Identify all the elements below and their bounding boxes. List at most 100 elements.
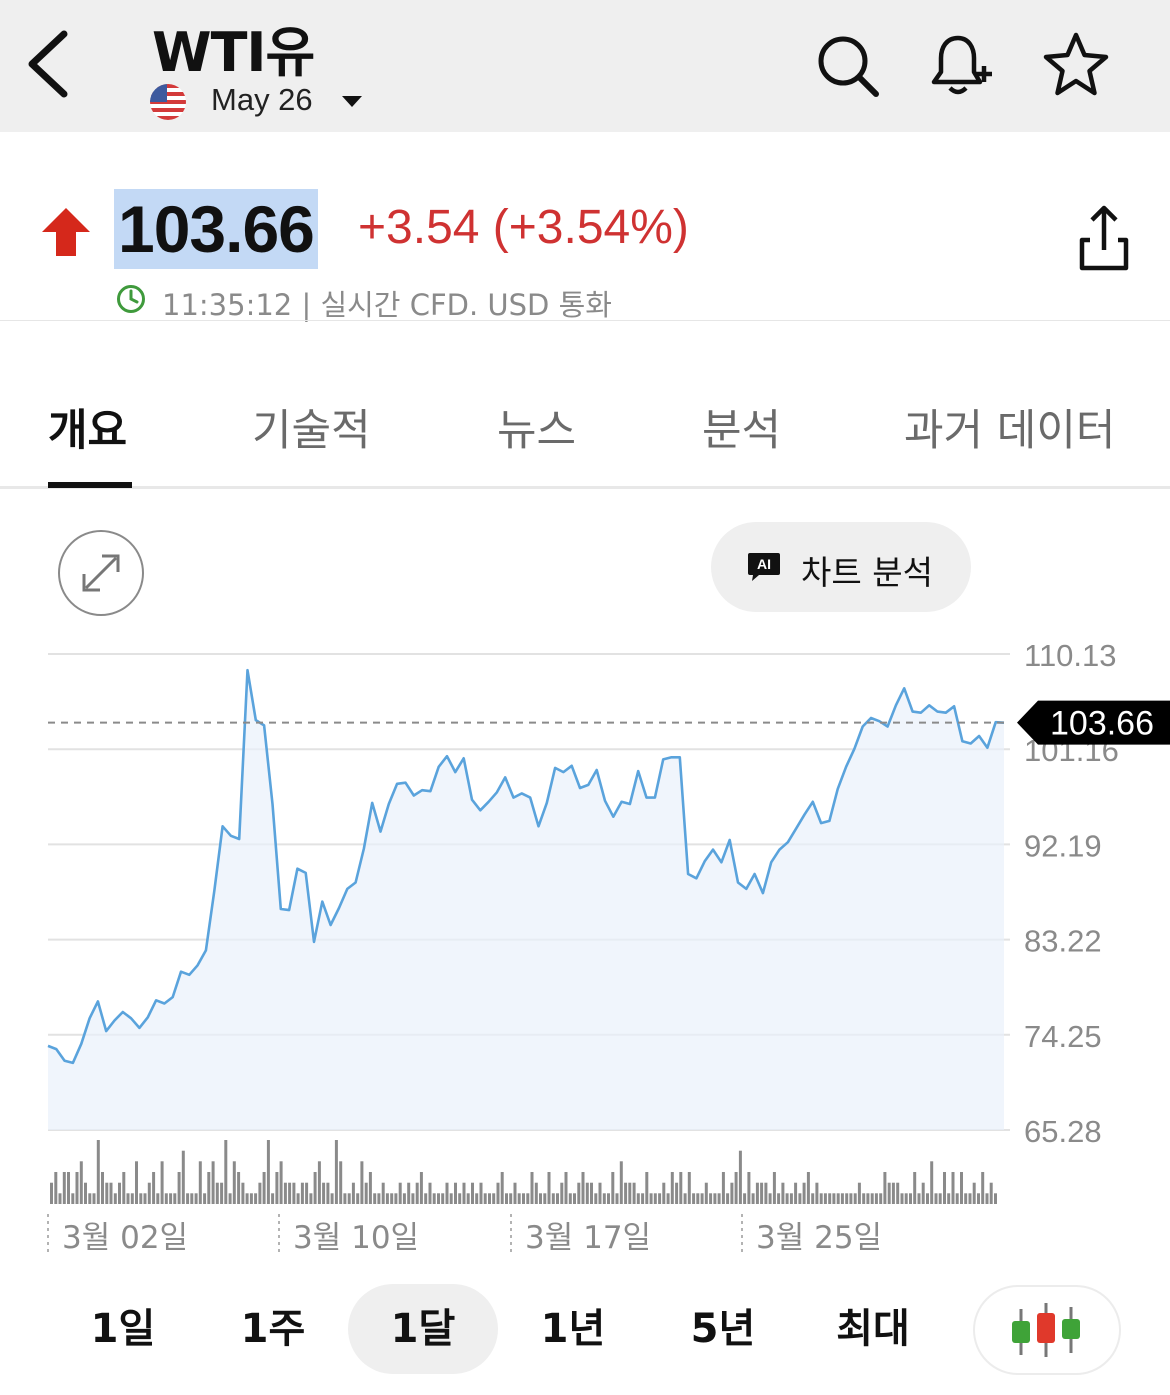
volume-bar <box>513 1182 517 1204</box>
volume-bar <box>849 1193 853 1204</box>
search-icon[interactable] <box>812 30 882 100</box>
volume-bar <box>641 1193 645 1204</box>
volume-bar <box>181 1150 185 1204</box>
volume-bar <box>624 1182 628 1204</box>
star-icon[interactable] <box>1041 30 1111 100</box>
volume-bar <box>768 1193 772 1204</box>
volume-bar <box>874 1193 878 1204</box>
ai-chart-analysis-button[interactable]: AI 차트 분석 <box>711 522 971 612</box>
volume-bar <box>551 1193 555 1204</box>
tab-technical[interactable]: 기술적 <box>252 406 371 456</box>
price-chart[interactable]: 110.13101.1692.1983.2274.2565.28103.663월… <box>0 630 1170 1270</box>
volume-bar <box>785 1193 789 1204</box>
volume-bar <box>483 1193 487 1204</box>
back-arrow-icon[interactable] <box>20 28 80 98</box>
volume-bar <box>615 1193 619 1204</box>
volume-bar <box>351 1182 355 1204</box>
volume-bar <box>228 1193 232 1204</box>
volume-bar <box>152 1172 156 1204</box>
volume-bar <box>573 1193 576 1204</box>
volume-bar <box>300 1182 304 1204</box>
active-tab-indicator <box>48 482 132 488</box>
volume-bar <box>275 1172 279 1204</box>
chart-type-button[interactable] <box>973 1285 1121 1375</box>
volume-bar <box>900 1193 904 1204</box>
volume-bar <box>951 1172 955 1204</box>
volume-bar <box>675 1182 679 1204</box>
volume-bar <box>921 1182 925 1204</box>
volume-bar <box>815 1182 819 1204</box>
volume-bar <box>466 1193 470 1204</box>
contract-selector[interactable]: May 26 <box>211 82 313 117</box>
x-tick-label: 3월 10일 <box>293 1220 419 1256</box>
volume-bar <box>283 1182 287 1204</box>
volume-bar <box>862 1193 866 1204</box>
volume-bar <box>122 1172 126 1204</box>
volume-bar <box>857 1182 861 1204</box>
timeframe-1w-button[interactable]: 1주 <box>240 1306 306 1352</box>
volume-bar <box>568 1193 572 1204</box>
timeframe-5y-button[interactable]: 5년 <box>690 1306 756 1352</box>
volume-bar <box>334 1140 338 1204</box>
volume-bar <box>789 1193 793 1204</box>
volume-bar <box>339 1161 343 1204</box>
volume-bar <box>143 1193 147 1204</box>
tab-historical-data[interactable]: 과거 데이터 <box>904 406 1116 456</box>
current-price-label: 103.66 <box>1050 705 1154 743</box>
volume-bar <box>79 1161 83 1204</box>
volume-bar <box>968 1193 972 1204</box>
volume-bar <box>249 1193 253 1204</box>
volume-bar <box>237 1172 241 1204</box>
y-tick-label: 74.25 <box>1024 1019 1102 1054</box>
volume-bar <box>777 1193 781 1204</box>
volume-bar <box>296 1193 300 1204</box>
chevron-down-icon[interactable] <box>342 96 362 107</box>
volume-bar <box>377 1193 381 1204</box>
volume-bar <box>598 1182 602 1204</box>
volume-bar <box>458 1193 462 1204</box>
tab-overview[interactable]: 개요 <box>48 406 128 456</box>
volume-bar <box>220 1182 224 1204</box>
timeframe-1m-button[interactable]: 1달 <box>348 1284 498 1374</box>
volume-bar <box>670 1172 674 1204</box>
tab-news[interactable]: 뉴스 <box>497 406 577 456</box>
volume-bar <box>398 1182 402 1204</box>
timeframe-max-button[interactable]: 최대 <box>836 1306 910 1352</box>
volume-bar <box>441 1193 445 1204</box>
volume-bar <box>930 1161 934 1204</box>
timeframe-1d-button[interactable]: 1일 <box>90 1306 156 1352</box>
volume-bar <box>891 1182 895 1204</box>
volume-bar <box>215 1182 219 1204</box>
volume-bar <box>636 1193 640 1204</box>
share-icon[interactable] <box>1074 202 1134 274</box>
volume-bar <box>794 1182 798 1204</box>
us-flag-icon <box>150 84 186 120</box>
volume-bar <box>326 1182 330 1204</box>
volume-bar <box>581 1172 585 1204</box>
volume-bar <box>347 1193 351 1204</box>
volume-bar <box>556 1193 559 1204</box>
tab-analysis[interactable]: 분석 <box>702 406 782 456</box>
volume-bar <box>186 1193 190 1204</box>
volume-bar <box>943 1172 946 1204</box>
volume-bar <box>407 1182 411 1204</box>
x-tick-label: 3월 02일 <box>62 1220 188 1256</box>
volume-bar <box>628 1182 632 1204</box>
expand-icon <box>82 554 120 592</box>
expand-chart-button[interactable] <box>58 530 144 616</box>
volume-bar <box>330 1193 334 1204</box>
timeframe-1y-button[interactable]: 1년 <box>540 1306 606 1352</box>
volume-bar <box>904 1193 908 1204</box>
volume-bar <box>662 1182 666 1204</box>
volume-bar <box>373 1193 377 1204</box>
volume-bar <box>160 1161 164 1204</box>
volume-bar <box>547 1172 551 1204</box>
volume-bar <box>203 1193 207 1204</box>
bell-plus-icon[interactable] <box>926 30 996 100</box>
divider <box>0 320 1170 321</box>
volume-bar <box>530 1172 534 1204</box>
volume-bar <box>198 1161 202 1204</box>
volume-bar <box>496 1182 500 1204</box>
volume-bar <box>207 1172 211 1204</box>
volume-bar <box>517 1193 521 1204</box>
